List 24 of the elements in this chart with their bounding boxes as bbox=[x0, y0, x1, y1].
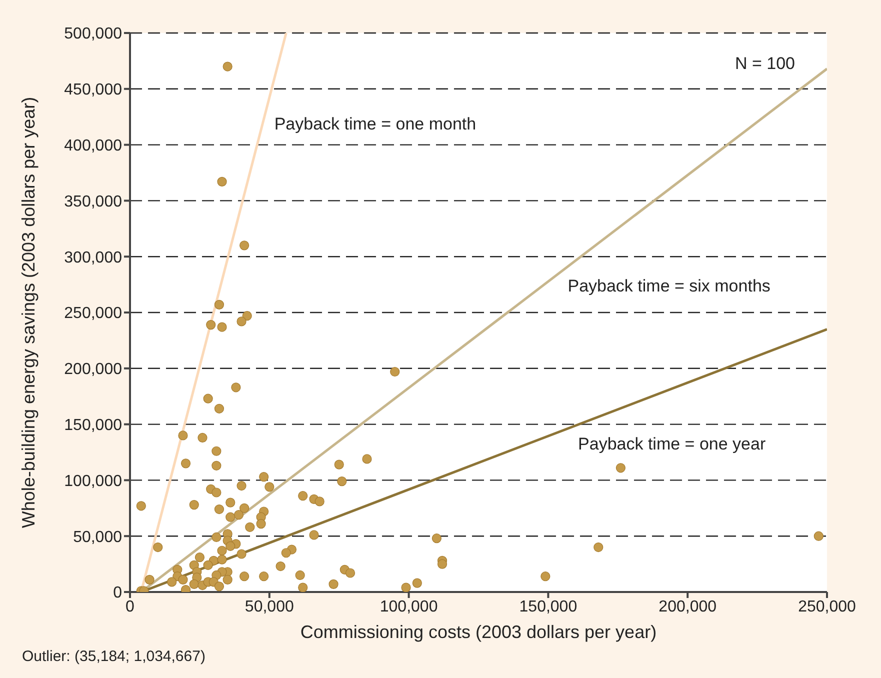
x-tick-label: 0 bbox=[126, 598, 135, 616]
annotation: N = 100 bbox=[734, 54, 795, 74]
series-label: Payback time = six months bbox=[568, 276, 770, 296]
y-tick-label: 500,000 bbox=[64, 26, 122, 43]
y-tick-label: 100,000 bbox=[64, 472, 122, 490]
text: Outlier: (35,184; 1,034,667) bbox=[22, 648, 206, 665]
x-tick-label: 150,000 bbox=[519, 598, 578, 616]
series-label: Payback time = one month bbox=[274, 114, 476, 134]
series-label: Payback time = one year bbox=[578, 434, 766, 454]
x-tick-label: 250,000 bbox=[798, 598, 856, 616]
x-tick-label: 50,000 bbox=[244, 598, 294, 616]
y-tick-label: 50,000 bbox=[73, 528, 122, 546]
y-axis-title: Whole-building energy savings (2003 dollars per year) bbox=[18, 96, 38, 528]
y-tick-label: 400,000 bbox=[64, 137, 122, 154]
y-tick-label: 250,000 bbox=[64, 305, 122, 322]
y-tick-label: 450,000 bbox=[64, 82, 122, 99]
y-tick-label: 350,000 bbox=[64, 193, 122, 210]
y-tick-label: 200,000 bbox=[64, 361, 122, 378]
y-tick-label: 300,000 bbox=[64, 249, 122, 266]
x-axis-title: Commissioning costs (2003 dollars per year) bbox=[300, 622, 657, 642]
x-tick-label: 100,000 bbox=[380, 598, 438, 616]
x-tick-label: 200,000 bbox=[658, 598, 717, 616]
y-tick-label: 0 bbox=[113, 584, 122, 602]
y-tick-label: 150,000 bbox=[64, 416, 122, 434]
